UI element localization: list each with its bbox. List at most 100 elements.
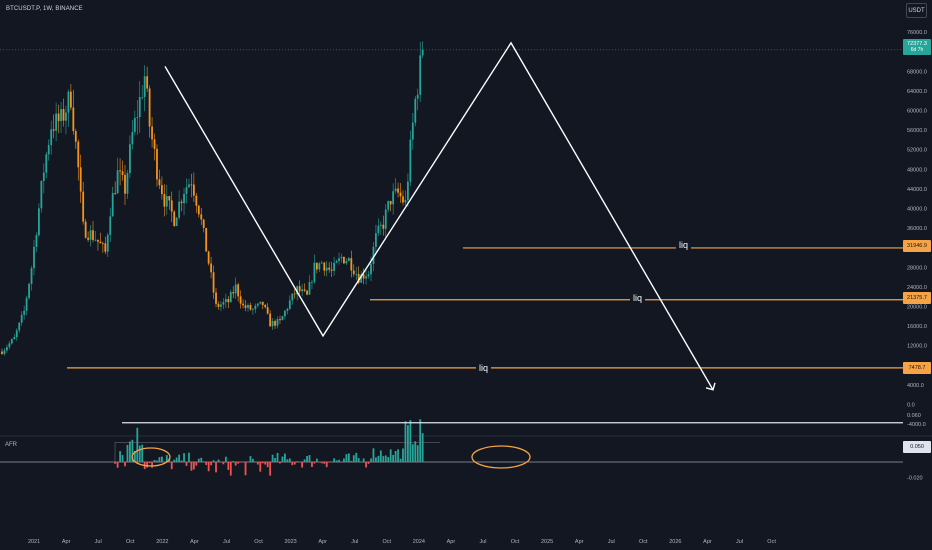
afr-level-tag: 0.050 (903, 441, 931, 453)
candle-body (279, 319, 281, 321)
candle-body (340, 256, 343, 259)
afr-bar (138, 445, 141, 462)
candle-body (384, 209, 387, 229)
afr-bar (136, 427, 139, 462)
afr-bar (315, 458, 318, 462)
candle-body (416, 94, 419, 99)
afr-bar (421, 433, 424, 462)
afr-bar (256, 462, 259, 465)
candle-body (188, 184, 190, 188)
candle-body (377, 225, 380, 234)
candle-body (266, 307, 269, 314)
candle-body (146, 76, 149, 89)
candle-body (156, 148, 158, 180)
candle-body (345, 261, 348, 264)
afr-bar (161, 456, 163, 462)
candle-body (210, 263, 212, 273)
afr-bar (215, 462, 217, 473)
price-axis-label: 12000.0 (907, 344, 927, 350)
price-axis-label: 48000.0 (907, 167, 927, 173)
candle-body (247, 304, 249, 308)
candle-body (301, 289, 304, 292)
candle-body (202, 219, 205, 228)
afr-bar (210, 462, 212, 466)
candle-body (411, 122, 414, 140)
afr-bar (114, 462, 117, 464)
afr-bar (288, 458, 291, 462)
afr-bar (126, 444, 129, 462)
afr-bar (281, 456, 284, 462)
afr-bar (271, 454, 274, 462)
candle-body (101, 243, 104, 245)
price-axis-label: 0.0 (907, 403, 915, 409)
candle-body (200, 214, 203, 220)
candle-body (106, 234, 109, 252)
candle-body (389, 201, 392, 205)
candle-body (293, 293, 296, 295)
candle-body (392, 191, 395, 205)
candle-body (333, 262, 335, 271)
indicator-title[interactable]: AFR (5, 442, 17, 448)
candle-body (42, 172, 45, 181)
symbol-title[interactable]: BTCUSDT.P, 1W, BINANCE (6, 6, 83, 12)
afr-bar (224, 456, 227, 462)
afr-axis-label: -0.020 (907, 476, 923, 482)
candle-body (362, 274, 365, 279)
afr-bar (293, 462, 296, 465)
candle-body (222, 302, 225, 305)
afr-bar (141, 444, 144, 462)
afr-bar (333, 458, 335, 462)
drawings-layer (67, 41, 903, 469)
candle-body (298, 286, 301, 292)
afr-bar (372, 448, 375, 462)
candle-body (404, 199, 407, 203)
afr-bar (320, 462, 323, 464)
candle-body (138, 97, 141, 118)
candle-body (313, 262, 316, 282)
liq-label-2: liq (630, 293, 646, 303)
candle-body (207, 251, 210, 264)
candle-body (249, 304, 252, 310)
liq-level-1-tag: 31946.9 (903, 240, 931, 252)
candle-body (47, 145, 50, 155)
afr-bar (274, 458, 276, 462)
candle-body (50, 129, 53, 146)
candle-body (237, 284, 240, 297)
time-axis-label: Apr (190, 539, 199, 545)
price-axis-label: 4000.0 (907, 383, 924, 389)
price-axis-label: 36000.0 (907, 226, 927, 232)
afr-bar (180, 460, 183, 462)
afr-bar (308, 455, 311, 462)
afr-bar (244, 462, 247, 476)
afr-bar (252, 458, 254, 462)
candle-body (18, 322, 21, 331)
candle-body (286, 308, 289, 311)
afr-bar (192, 462, 195, 470)
afr-bar (367, 462, 370, 464)
afr-bar (392, 455, 395, 462)
candle-body (1, 351, 3, 354)
candle-body (323, 262, 326, 271)
time-axis-label: Apr (703, 539, 712, 545)
afr-bar (377, 455, 380, 462)
currency-button[interactable]: USDT (906, 3, 927, 18)
candle-body (276, 319, 279, 326)
candle-body (104, 243, 107, 252)
projection-path (164, 41, 714, 391)
candle-body (360, 274, 363, 283)
afr-bar (259, 462, 262, 472)
afr-bar (183, 453, 185, 462)
afr-bar (232, 461, 235, 462)
time-axis-label: 2024 (413, 539, 425, 545)
time-axis-label: Jul (95, 539, 102, 545)
candle-body (421, 49, 424, 56)
candle-body (133, 117, 136, 133)
time-axis-label: Apr (62, 539, 71, 545)
candle-body (288, 300, 291, 309)
candle-body (82, 191, 85, 222)
afr-bar (158, 457, 161, 462)
afr-bar (362, 458, 365, 462)
afr-bar (129, 441, 131, 462)
